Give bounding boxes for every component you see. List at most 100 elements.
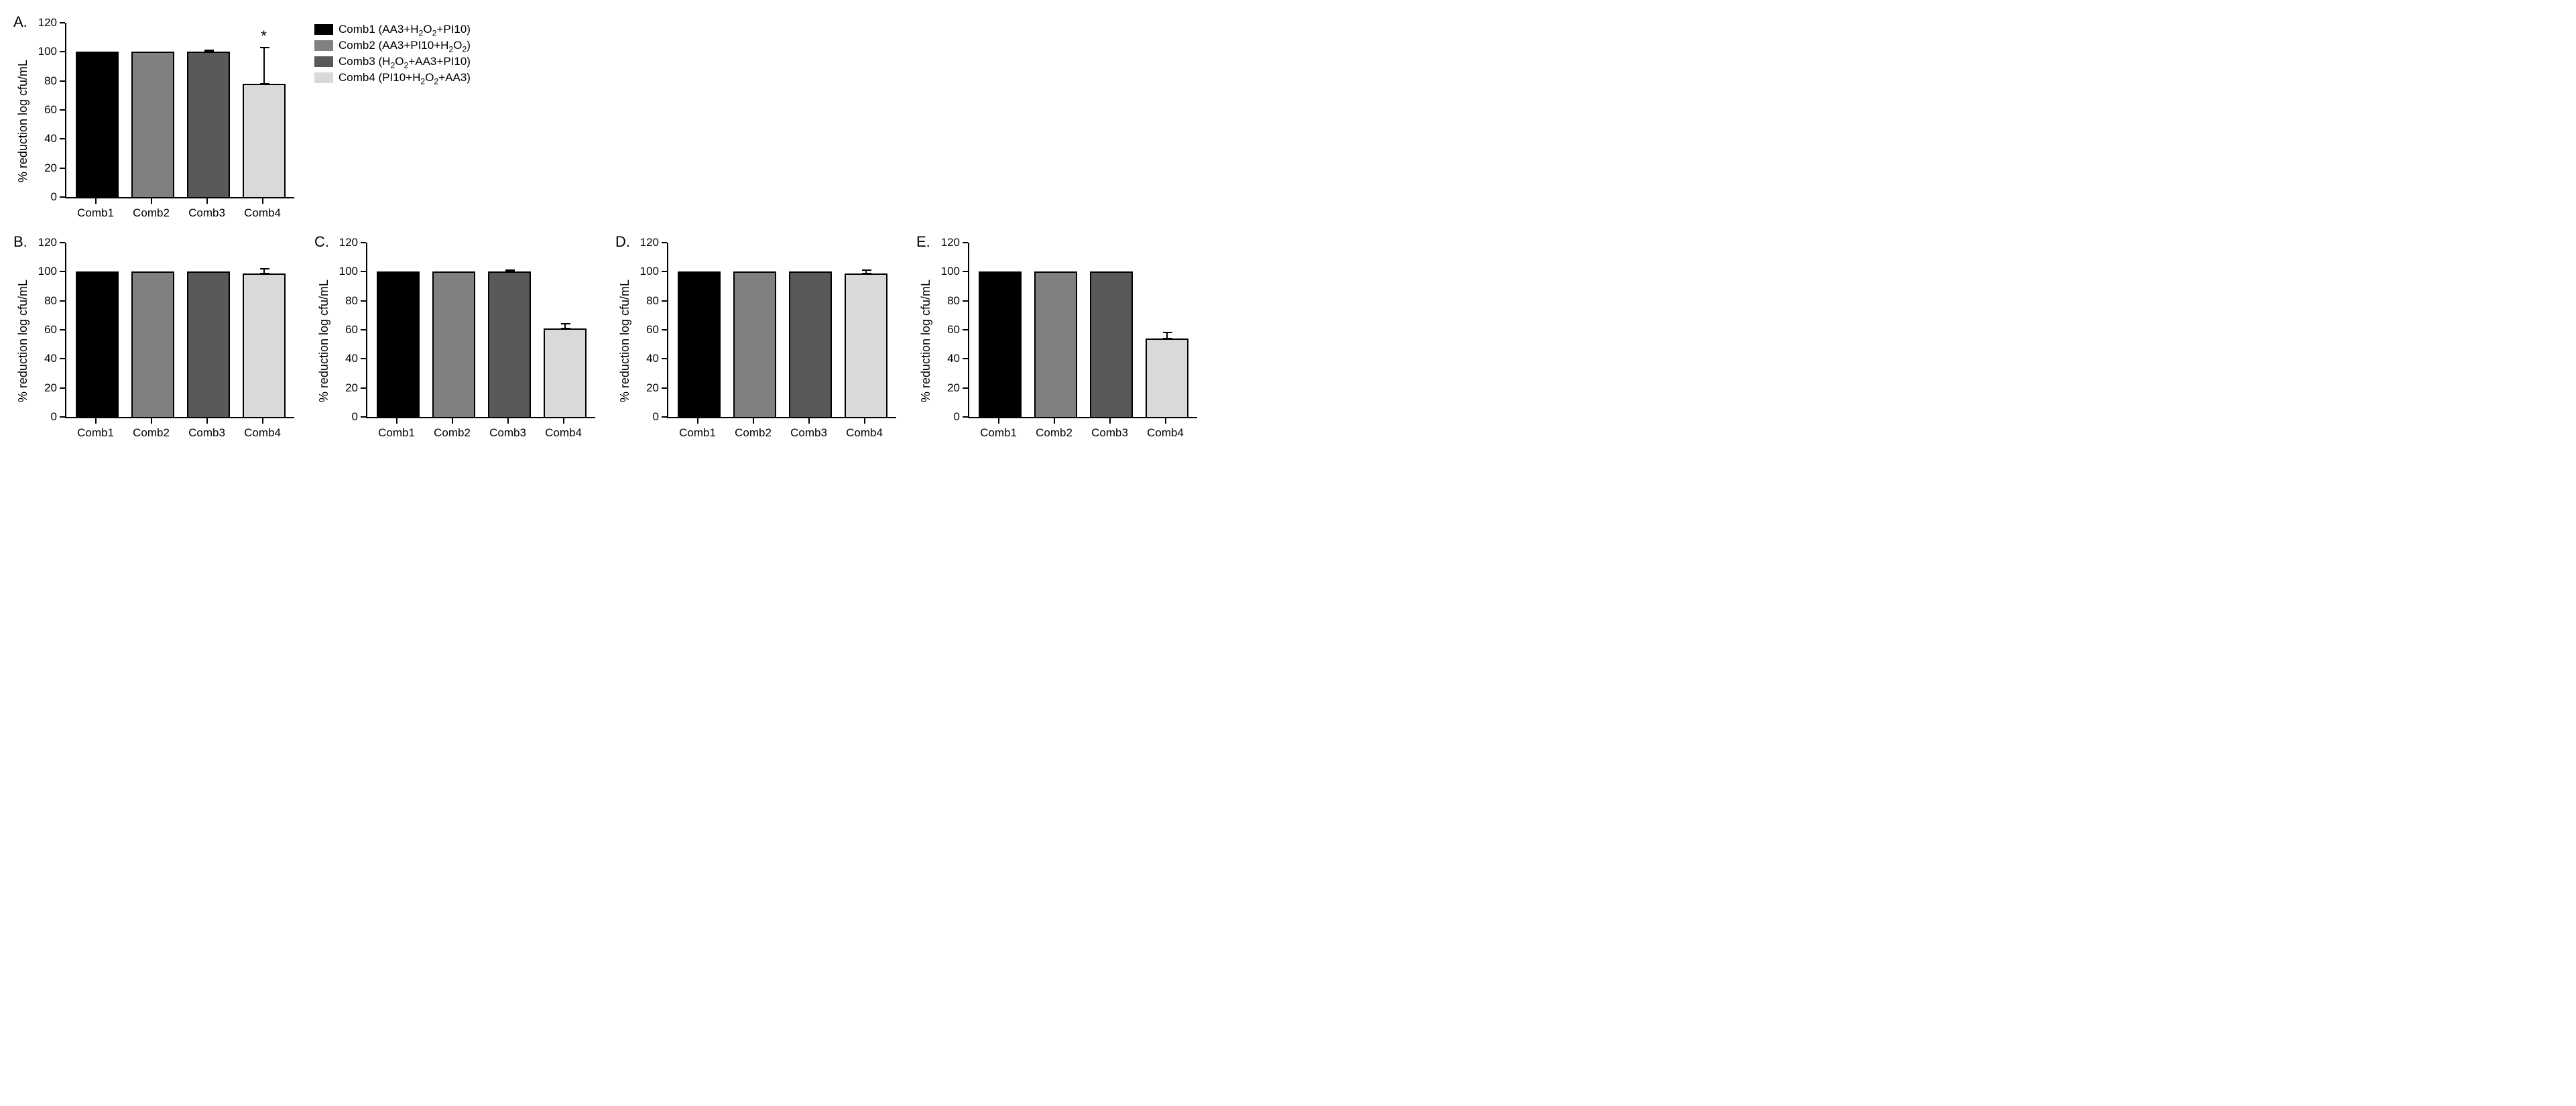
y-tick-label: 100 xyxy=(339,265,361,278)
error-bar xyxy=(1166,332,1168,339)
bar-top-edge xyxy=(188,271,229,273)
y-tick: 100 xyxy=(941,265,968,278)
y-tick: 80 xyxy=(646,294,667,308)
x-tick: Comb1 xyxy=(68,198,123,220)
x-tick: Comb2 xyxy=(123,198,179,220)
bar-column xyxy=(1083,243,1139,417)
bar-top-edge xyxy=(545,328,585,330)
x-tick-mark xyxy=(262,418,263,424)
y-tick-mark xyxy=(60,196,66,198)
bar-top-edge xyxy=(77,52,117,53)
x-ticks: Comb1Comb2Comb3Comb4 xyxy=(667,418,895,440)
y-tick-label: 120 xyxy=(38,16,60,29)
x-tick: Comb2 xyxy=(123,418,179,440)
y-tick-label: 0 xyxy=(51,410,60,424)
bar-column xyxy=(1139,243,1194,417)
y-tick-mark xyxy=(60,387,65,389)
y-tick-mark xyxy=(963,358,968,359)
y-tick: 60 xyxy=(646,323,667,336)
x-tick: Comb3 xyxy=(781,418,837,440)
y-tick-mark xyxy=(963,271,968,272)
row: B.% reduction log cfu/mL020406080100120C… xyxy=(13,233,1260,440)
x-tick-mark xyxy=(95,198,97,204)
legend-swatch xyxy=(314,40,333,51)
plot-area: * xyxy=(65,23,294,198)
y-axis-label: % reduction log cfu/mL xyxy=(916,280,936,402)
y-tick: 120 xyxy=(640,236,667,249)
bar-column xyxy=(370,243,426,417)
x-tick: Comb4 xyxy=(235,198,290,220)
plot-area xyxy=(968,243,1197,418)
bar-column xyxy=(1028,243,1083,417)
x-tick: Comb1 xyxy=(369,418,424,440)
y-tick-mark xyxy=(662,358,667,359)
x-tick-label: Comb1 xyxy=(77,206,114,220)
bar-Comb1 xyxy=(678,271,721,417)
y-tick: 80 xyxy=(947,294,968,308)
y-tick-mark xyxy=(60,109,65,111)
legend-label: Comb1 (AA3+H2O2+PI10) xyxy=(339,23,471,36)
bar-Comb2 xyxy=(1034,271,1077,417)
chart-wrap: % reduction log cfu/mL020406080100120Com… xyxy=(615,233,896,440)
bar-Comb3 xyxy=(488,271,531,417)
x-tick-label: Comb2 xyxy=(133,426,170,440)
x-ticks: Comb1Comb2Comb3Comb4 xyxy=(366,418,594,440)
x-tick-label: Comb2 xyxy=(133,206,170,220)
y-tick: 40 xyxy=(646,352,667,365)
y-tick: 100 xyxy=(640,265,667,278)
y-tick-mark xyxy=(60,300,65,302)
x-tick-mark xyxy=(206,198,208,204)
x-tick: Comb2 xyxy=(1026,418,1082,440)
bar-top-edge xyxy=(1036,271,1076,273)
x-tick-label: Comb1 xyxy=(980,426,1017,440)
bar-column xyxy=(782,243,838,417)
y-tick-label: 20 xyxy=(44,381,60,395)
x-tick: Comb3 xyxy=(1082,418,1138,440)
plot-row: 020406080100120 xyxy=(936,243,1197,418)
axis-block: 020406080100120Comb1Comb2Comb3Comb4 xyxy=(936,243,1197,440)
plot-area xyxy=(65,243,294,418)
y-tick: 80 xyxy=(345,294,366,308)
y-ticks: 020406080100120 xyxy=(936,243,968,417)
x-tick-label: Comb2 xyxy=(735,426,772,440)
y-tick-label: 100 xyxy=(640,265,662,278)
bar-Comb1 xyxy=(979,271,1022,417)
y-tick: 120 xyxy=(339,236,366,249)
y-tick-label: 40 xyxy=(345,352,361,365)
y-tick: 60 xyxy=(947,323,968,336)
bar-Comb4 xyxy=(544,328,587,417)
x-tick-label: Comb1 xyxy=(679,426,716,440)
bar-top-edge xyxy=(1147,339,1187,340)
x-tick-label: Comb4 xyxy=(1147,426,1184,440)
y-tick: 20 xyxy=(646,381,667,395)
x-tick: Comb3 xyxy=(480,418,536,440)
x-ticks: Comb1 Comb2Comb3 Comb4 xyxy=(968,418,1196,440)
x-tick: Comb3 xyxy=(179,198,235,220)
y-tick-mark xyxy=(662,416,668,418)
axis-block: 020406080100120Comb1Comb2Comb3Comb4 xyxy=(635,243,896,440)
bar-top-edge xyxy=(1091,271,1131,273)
plot-row: 020406080100120 xyxy=(33,243,294,418)
x-tick-label: Comb3 xyxy=(188,206,225,220)
x-tick-label: Comb1 xyxy=(378,426,415,440)
y-tick-label: 80 xyxy=(345,294,361,308)
x-tick-mark xyxy=(1165,418,1166,424)
bar-column xyxy=(180,23,236,197)
x-tick: Comb2 xyxy=(424,418,480,440)
y-tick-mark xyxy=(662,300,667,302)
x-tick-label: Comb4 xyxy=(244,206,281,220)
y-ticks: 020406080100120 xyxy=(33,23,65,197)
y-tick-label: 20 xyxy=(345,381,361,395)
x-tick-mark xyxy=(151,198,152,204)
bar-column xyxy=(125,243,180,417)
bar-Comb4 xyxy=(845,273,887,418)
x-tick: Comb3 xyxy=(179,418,235,440)
legend-swatch xyxy=(314,72,333,83)
x-tick-mark xyxy=(396,418,397,424)
y-tick-mark xyxy=(361,271,366,272)
y-tick-label: 120 xyxy=(339,236,361,249)
y-tick: 80 xyxy=(44,294,65,308)
bar-top-edge xyxy=(846,273,886,275)
panel-A: A.% reduction log cfu/mL020406080100120*… xyxy=(13,13,294,220)
x-tick-mark xyxy=(262,198,263,204)
